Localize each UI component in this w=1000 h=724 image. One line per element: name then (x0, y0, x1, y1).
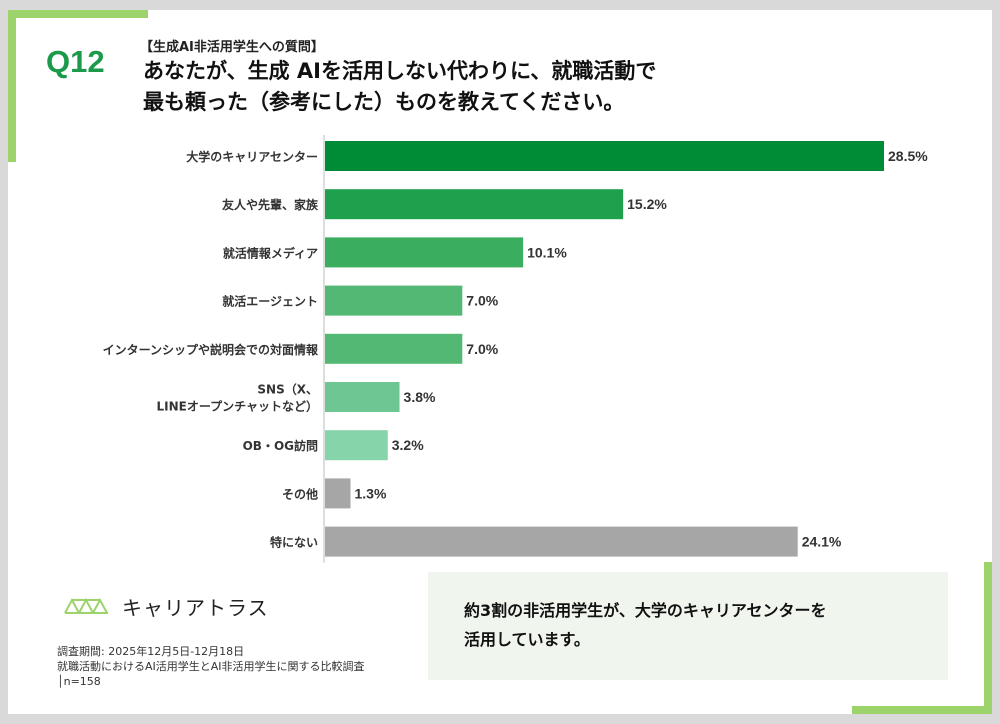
brand-logo: キャリアトラス (64, 594, 269, 620)
accent-bar-bottom-right (852, 706, 992, 714)
value-label-5: 3.8% (404, 389, 436, 405)
value-label-3: 7.0% (466, 293, 498, 309)
value-label-0: 28.5% (888, 148, 928, 164)
bar-7 (325, 478, 351, 509)
survey-period: 調査期間: 2025年12月5日-12月18日 (57, 645, 245, 658)
category-label-2: 就活情報メディア (223, 245, 318, 260)
summary-line-1: 約3割の非活用学生が、大学のキャリアセンターを (464, 601, 827, 620)
bar-0 (325, 141, 884, 171)
chart-title: あなたが、生成 AIを活用しない代わりに、就職活動で 最も頼った（参考にした）も… (143, 56, 783, 118)
survey-notes: 調査期間: 2025年12月5日-12月18日 就職活動におけるAI活用学生とA… (57, 644, 365, 689)
brand-mark-icon (64, 598, 108, 614)
bar-6 (325, 430, 388, 461)
summary-line-2: 活用しています。 (464, 630, 590, 649)
category-label-0: 大学のキャリアセンター (186, 149, 318, 164)
category-label-4: インターンシップや説明会での対面情報 (103, 342, 319, 357)
question-number: Q12 (46, 44, 105, 79)
accent-bar-left (8, 10, 16, 162)
category-label-5-line-0: SNS（X、 (257, 382, 318, 397)
bar-5 (325, 382, 400, 412)
accent-bar-top-left (8, 10, 148, 18)
value-label-7: 1.3% (354, 485, 386, 501)
category-label-8: 特にない (270, 535, 318, 550)
survey-name: 就職活動におけるAI活用学生とAI非活用学生に関する比較調査 (57, 660, 365, 673)
category-label-5-line-1: LINEオープンチャットなど） (156, 399, 318, 414)
bar-3 (325, 285, 463, 316)
category-label-6: OB・OG訪問 (243, 438, 318, 453)
category-label-3: 就活エージェント (222, 294, 318, 309)
brand-name: キャリアトラス (122, 595, 269, 620)
bar-2 (325, 237, 524, 268)
bar-8 (325, 526, 798, 557)
chart-title-line-2: 最も頼った（参考にした）ものを教えてください。 (143, 90, 625, 114)
accent-bar-right (984, 562, 992, 714)
value-label-2: 10.1% (527, 244, 567, 260)
category-label-1: 友人や先輩、家族 (221, 197, 319, 212)
summary-text: 約3割の非活用学生が、大学のキャリアセンターを 活用しています。 (464, 596, 827, 654)
category-label-7: その他 (282, 486, 318, 501)
value-label-6: 3.2% (392, 437, 424, 453)
value-label-8: 24.1% (802, 534, 842, 550)
chart-subtitle: 【生成AI非活用学生への質問】 (140, 40, 324, 55)
summary-box: 約3割の非活用学生が、大学のキャリアセンターを 活用しています。 (428, 572, 948, 680)
bar-1 (325, 189, 624, 220)
chart-title-line-1: あなたが、生成 AIを活用しない代わりに、就職活動で (143, 59, 657, 83)
value-label-1: 15.2% (627, 196, 667, 212)
sample-size: │n=158 (57, 675, 101, 688)
bar-4 (325, 333, 463, 364)
value-label-4: 7.0% (466, 341, 498, 357)
